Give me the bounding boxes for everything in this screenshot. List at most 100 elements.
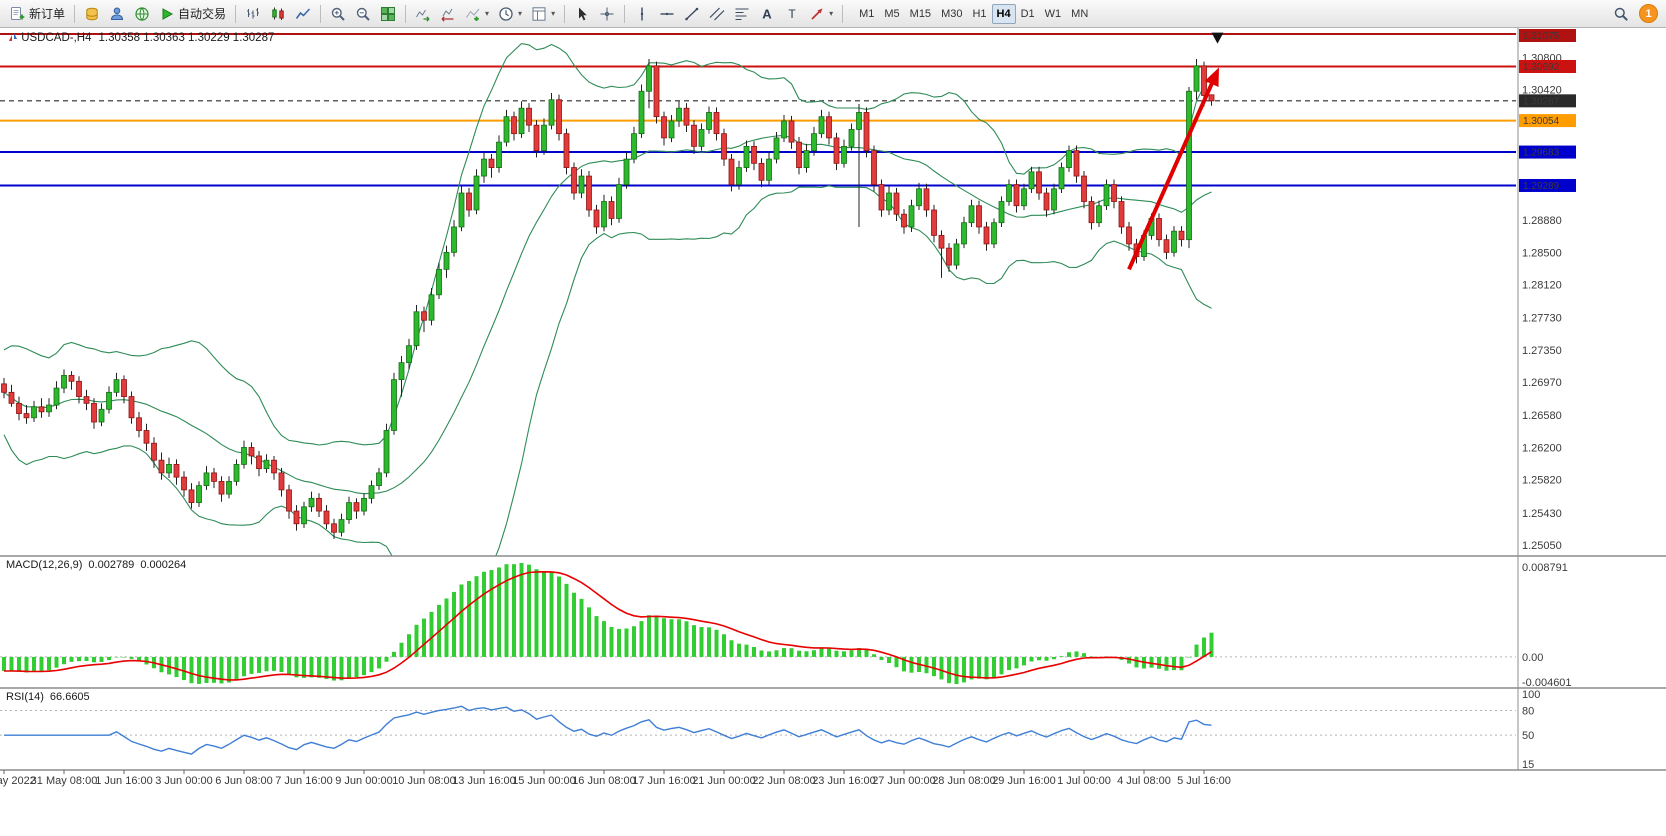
timeframe-m30[interactable]: M30 <box>936 4 967 24</box>
search-button[interactable] <box>1609 3 1633 25</box>
text-button[interactable]: A <box>755 3 779 25</box>
macd-histogram-bar <box>572 592 576 657</box>
bar-chart-button[interactable] <box>241 3 265 25</box>
candle <box>68 374 75 382</box>
price-tag-label: 1.30287 <box>1523 96 1560 107</box>
candle <box>638 90 645 135</box>
autotrade-button[interactable]: 自动交易 <box>155 3 230 25</box>
crosshair-button[interactable] <box>595 3 619 25</box>
equidistant-channel-button[interactable] <box>705 3 729 25</box>
timeframe-mn[interactable]: MN <box>1066 4 1093 24</box>
macd-histogram-bar <box>1157 656 1161 669</box>
notification-badge[interactable]: 1 <box>1639 4 1658 23</box>
candle <box>1006 184 1012 202</box>
candle <box>1193 65 1200 92</box>
price-tag-label: 1.29289 <box>1523 181 1560 192</box>
candle <box>668 120 675 139</box>
text-label-button[interactable]: T <box>780 3 804 25</box>
new-order-button[interactable]: 新订单 <box>6 3 69 25</box>
time-axis-label: 6 Jun 08:00 <box>215 775 273 787</box>
fibonacci-button[interactable] <box>730 3 754 25</box>
candle <box>541 124 547 152</box>
zoom-out-button[interactable] <box>351 3 375 25</box>
annotations-layer[interactable] <box>1127 32 1224 271</box>
market-watch-button[interactable] <box>80 3 104 25</box>
auto-scroll-button[interactable] <box>411 3 435 25</box>
horizontal-line-button[interactable] <box>655 3 679 25</box>
search-icon <box>1614 7 1628 21</box>
candle <box>533 124 540 152</box>
periods-button[interactable]: ▾ <box>494 3 526 25</box>
price-chart[interactable]: 1.308001.304201.288801.285001.281201.277… <box>0 28 1666 836</box>
chart-shift-button[interactable] <box>436 3 460 25</box>
macd-histogram-bar <box>1187 656 1191 658</box>
indicators-button[interactable]: ▾ <box>461 3 493 25</box>
price-tag-1.30054 <box>1519 114 1576 128</box>
profiles-button[interactable] <box>105 3 129 25</box>
macd-histogram-bar <box>594 616 599 657</box>
candle <box>991 222 997 245</box>
macd-histogram-bar <box>287 656 291 675</box>
templates-button[interactable]: ▾ <box>527 3 559 25</box>
macd-histogram-bar <box>122 656 126 658</box>
candle <box>233 464 240 482</box>
trend-arrow-line[interactable] <box>1127 74 1218 271</box>
trendline-button[interactable] <box>680 3 704 25</box>
timeframe-h1[interactable]: H1 <box>967 4 991 24</box>
macd-histogram-bar <box>722 634 726 657</box>
macd-histogram-bar <box>1067 652 1071 657</box>
candle <box>353 502 360 512</box>
trend-arrow-head[interactable] <box>1204 67 1219 87</box>
timeframe-m15[interactable]: M15 <box>905 4 936 24</box>
macd-histogram-bar <box>887 656 891 664</box>
candle <box>211 472 217 482</box>
macd-histogram-bar <box>317 656 321 678</box>
axes-layer[interactable]: 1.308001.304201.288801.285001.281201.277… <box>0 28 1666 787</box>
candle <box>923 188 930 211</box>
cursor-button[interactable] <box>570 3 594 25</box>
macd-histogram-bar <box>924 656 929 674</box>
price-tag-1.31075 <box>1519 29 1576 42</box>
macd-histogram-bar <box>1059 656 1064 657</box>
macd-histogram-bar <box>647 615 651 657</box>
hlines-layer[interactable] <box>0 33 1516 187</box>
macd-histogram-bar <box>669 619 674 657</box>
timeframe-w1[interactable]: W1 <box>1040 4 1067 24</box>
timeframe-d1[interactable]: D1 <box>1016 4 1040 24</box>
arrows-button[interactable]: ▾ <box>805 3 837 25</box>
hline-icon <box>660 12 674 15</box>
candle <box>1208 94 1215 102</box>
timeframe-m1[interactable]: M1 <box>854 4 879 24</box>
macd-histogram-bar <box>827 648 831 657</box>
market-icon <box>86 7 98 20</box>
macd-axis-max: 0.008791 <box>1522 562 1568 574</box>
vertical-line-button[interactable] <box>630 3 654 25</box>
candle <box>286 489 292 512</box>
line-chart-button[interactable] <box>291 3 315 25</box>
candle <box>938 235 945 249</box>
time-axis-label: 10 Jun 08:00 <box>392 775 456 787</box>
timeframe-h4[interactable]: H4 <box>991 3 1016 24</box>
macd-histogram-bar <box>332 656 336 681</box>
macd-histogram-bar <box>857 648 861 657</box>
candle <box>413 311 420 347</box>
tile-windows-button[interactable] <box>376 3 400 25</box>
zoom-in-button[interactable] <box>326 3 350 25</box>
candlestick-chart-button[interactable] <box>266 3 290 25</box>
macd-histogram-bar <box>129 656 134 659</box>
community-button[interactable] <box>130 3 154 25</box>
timeframe-m5[interactable]: M5 <box>879 4 904 24</box>
candle <box>571 167 577 194</box>
candle <box>608 201 615 219</box>
candle <box>886 192 892 211</box>
macd-histogram-bar <box>609 626 614 657</box>
macd-histogram-bar <box>737 643 741 657</box>
time-axis-label: 15 Jun 00:00 <box>512 775 576 787</box>
macd-histogram-bar <box>1052 656 1056 660</box>
macd-histogram-bar <box>39 656 44 672</box>
macd-histogram-bar <box>894 656 899 668</box>
time-axis-label: 30 May 2022 <box>0 775 36 787</box>
candle <box>661 116 667 139</box>
macd-histogram-bar <box>9 656 14 672</box>
arrow-marker[interactable] <box>1211 32 1224 44</box>
